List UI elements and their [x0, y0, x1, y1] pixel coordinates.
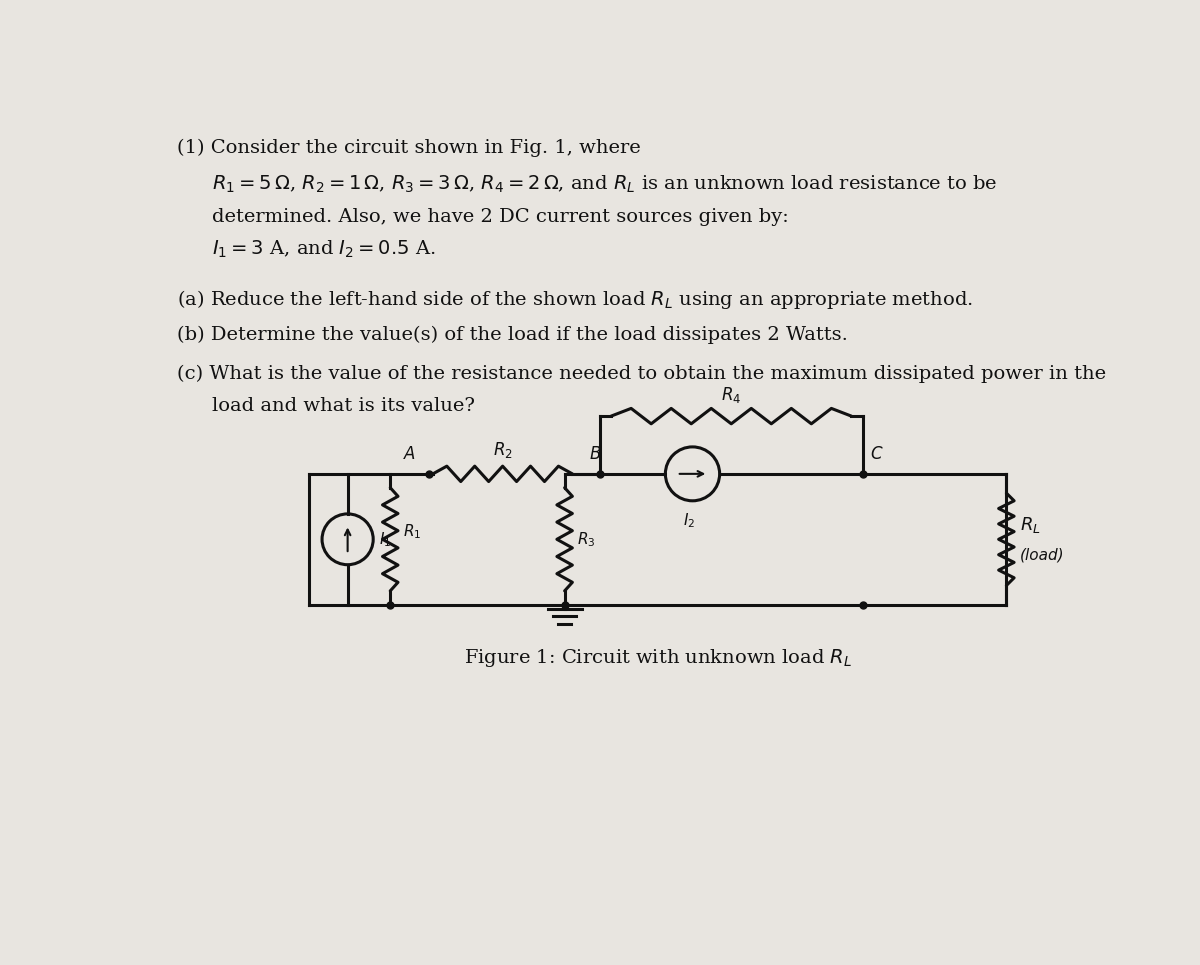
Text: (load): (load)	[1020, 547, 1064, 563]
Text: B: B	[590, 445, 601, 463]
Text: (a) Reduce the left-hand side of the shown load $R_L$ using an appropriate metho: (a) Reduce the left-hand side of the sho…	[178, 288, 973, 311]
Text: $R_1$: $R_1$	[403, 522, 421, 541]
Text: A: A	[403, 445, 415, 463]
Text: (b) Determine the value(s) of the load if the load dissipates 2 Watts.: (b) Determine the value(s) of the load i…	[178, 326, 848, 345]
Text: $R_4$: $R_4$	[721, 384, 742, 404]
Text: $R_3$: $R_3$	[577, 530, 595, 549]
Text: Figure 1: Circuit with unknown load $R_L$: Figure 1: Circuit with unknown load $R_L…	[463, 648, 852, 669]
Text: $R_1 = 5\,\Omega$, $R_2 = 1\,\Omega$, $R_3 = 3\,\Omega$, $R_4 = 2\,\Omega$, and : $R_1 = 5\,\Omega$, $R_2 = 1\,\Omega$, $R…	[212, 174, 997, 195]
Text: $I_1 = 3$ A, and $I_2 = 0.5$ A.: $I_1 = 3$ A, and $I_2 = 0.5$ A.	[212, 239, 436, 261]
Text: determined. Also, we have 2 DC current sources given by:: determined. Also, we have 2 DC current s…	[212, 208, 788, 226]
Text: $I_2$: $I_2$	[683, 510, 695, 530]
Text: load and what is its value?: load and what is its value?	[212, 397, 475, 415]
Text: $I_1$: $I_1$	[379, 530, 391, 549]
Text: C: C	[871, 445, 882, 463]
Text: $R_L$: $R_L$	[1020, 515, 1042, 536]
Text: (1) Consider the circuit shown in Fig. 1, where: (1) Consider the circuit shown in Fig. 1…	[178, 139, 641, 157]
Text: $R_2$: $R_2$	[493, 440, 512, 460]
Text: (c) What is the value of the resistance needed to obtain the maximum dissipated : (c) What is the value of the resistance …	[178, 365, 1106, 383]
